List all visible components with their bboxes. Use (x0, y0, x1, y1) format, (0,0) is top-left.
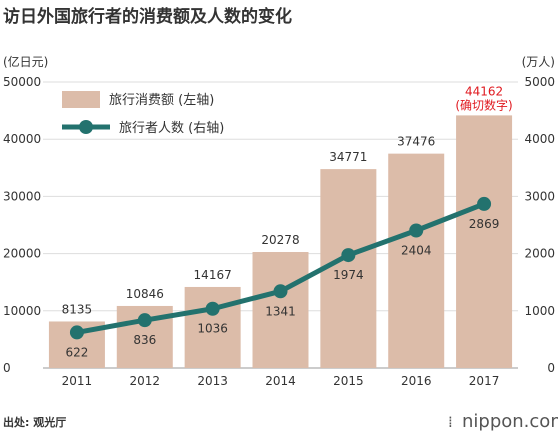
bar (388, 153, 445, 368)
line-value-label: 1036 (197, 322, 228, 336)
line-point (477, 196, 492, 211)
x-tick-label: 2013 (197, 374, 228, 388)
line-value-label: 1974 (333, 268, 364, 282)
x-tick-label: 2016 (401, 374, 432, 388)
x-tick-label: 2015 (333, 374, 364, 388)
legend-bar-swatch (62, 91, 100, 108)
x-tick-label: 2017 (469, 374, 500, 388)
right-axis-ticks: 0 1000 2000 3000 4000 5000 (524, 75, 555, 375)
chart-title: 访日外国旅行者的消费额及人数的变化 (3, 6, 292, 27)
x-axis-ticks: 2011 2012 2013 2014 2015 2016 2017 (62, 374, 500, 388)
legend: 旅行消费额 (左轴) 旅行者人数 (右轴) (62, 91, 224, 136)
bar-value-label: 8135 (62, 302, 93, 316)
bar-value-label: 34771 (329, 150, 367, 164)
left-tick-label: 0 (3, 361, 11, 375)
line-point (137, 313, 152, 328)
bar (184, 286, 241, 368)
bar-value-labels: 8135 10846 14167 20278 34771 37476 44162(确切数字) (62, 84, 513, 316)
line-series (69, 196, 492, 340)
line-value-label: 1341 (265, 304, 296, 318)
left-tick-label: 50000 (3, 75, 41, 89)
right-tick-label: 2000 (524, 247, 555, 261)
left-tick-label: 30000 (3, 189, 41, 203)
right-axis-unit: (万人) (522, 55, 555, 69)
right-tick-label: 0 (547, 361, 555, 375)
legend-line-label: 旅行者人数 (右轴) (119, 121, 224, 136)
bar-value-label: 10846 (126, 287, 164, 301)
legend-line-marker (79, 120, 93, 134)
bar-annotation: (确切数字) (455, 97, 512, 112)
brand-logo: ⁞ nippon.com (448, 411, 558, 432)
line-value-label: 2404 (401, 243, 432, 257)
brand-name: nippon.com (462, 411, 558, 432)
line-value-label: 836 (133, 333, 156, 347)
left-tick-label: 40000 (3, 132, 41, 146)
bar-value-label: 44162 (465, 84, 503, 98)
brand-mark-icon: ⁞ (448, 413, 453, 431)
line-point (409, 223, 424, 238)
x-tick-label: 2012 (130, 374, 161, 388)
source-note: 出处: 观光厅 (3, 415, 66, 429)
x-tick-label: 2014 (265, 374, 296, 388)
line-point (205, 301, 220, 316)
line-point (341, 248, 356, 263)
left-tick-label: 10000 (3, 304, 41, 318)
line-value-labels: 622 836 1036 1341 1974 2404 2869 (65, 217, 499, 360)
right-tick-label: 1000 (524, 304, 555, 318)
left-axis-ticks: 0 10000 20000 30000 40000 50000 (3, 75, 41, 375)
bar (252, 252, 309, 368)
line-point (273, 284, 288, 299)
left-axis-unit: (亿日元) (3, 54, 48, 69)
bar-value-label: 14167 (194, 268, 232, 282)
bar-value-label: 37476 (397, 135, 435, 149)
left-tick-label: 20000 (3, 247, 41, 261)
x-tick-label: 2011 (62, 374, 93, 388)
legend-bar-label: 旅行消费额 (左轴) (109, 93, 214, 108)
line-value-label: 2869 (469, 217, 500, 231)
bar (320, 169, 377, 368)
right-tick-label: 5000 (524, 75, 555, 89)
line-point (69, 325, 84, 340)
right-tick-label: 4000 (524, 132, 555, 146)
bar (456, 115, 513, 368)
right-tick-label: 3000 (524, 189, 555, 203)
bar-value-label: 20278 (261, 233, 299, 247)
line-value-label: 622 (65, 345, 88, 359)
